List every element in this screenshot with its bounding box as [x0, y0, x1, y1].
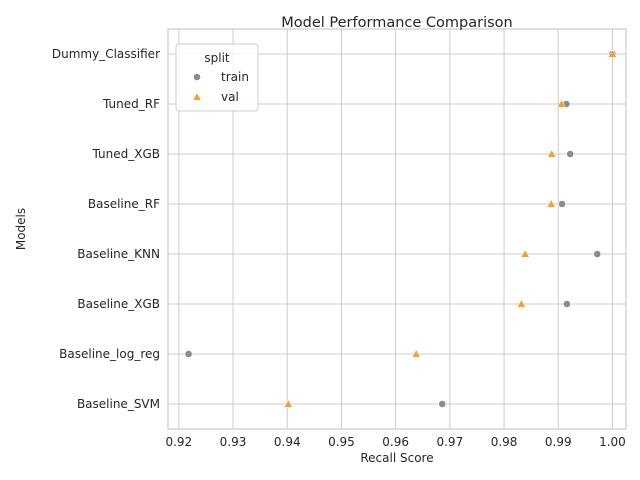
x-tick-label: 0.96 [382, 435, 409, 449]
y-tick-label: Baseline_RF [88, 197, 160, 211]
point-train-baseline-rf [558, 200, 566, 208]
y-tick-label: Tuned_XGB [92, 147, 160, 161]
x-tick-label: 0.98 [491, 435, 518, 449]
legend-marker-train [193, 73, 201, 81]
y-tick-label: Baseline_KNN [77, 247, 160, 261]
y-tick-label: Baseline_SVM [77, 397, 160, 411]
legend: split train val [175, 43, 259, 112]
point-val-baseline-xgb [516, 299, 527, 308]
y-tick-label: Tuned_RF [102, 97, 160, 111]
point-train-baseline-knn [593, 250, 602, 258]
legend-label-val: val [221, 90, 239, 104]
legend-title: split [204, 51, 230, 65]
x-tick-label: 0.97 [436, 435, 463, 449]
chart-title: Model Performance Comparison [281, 15, 512, 31]
x-tick-label: 0.92 [165, 435, 192, 449]
point-train-baseline-svm [438, 400, 447, 408]
point-val-baseline-knn [520, 249, 530, 258]
x-tick-label: 1.00 [599, 435, 626, 449]
legend-items: train val [192, 70, 249, 104]
x-tick-label: 0.99 [545, 435, 572, 449]
data-points [184, 49, 618, 408]
x-tick-label: 0.95 [328, 435, 355, 449]
point-val-tuned-xgb [547, 149, 557, 158]
legend-label-train: train [221, 70, 249, 84]
x-tick-labels: 0.92 0.93 0.94 0.95 0.96 0.97 0.98 0.99 1.00 [165, 435, 625, 449]
point-val-baseline-svm [283, 399, 293, 408]
point-val-dummy-classifier [607, 49, 618, 58]
point-train-baseline-log-reg [184, 350, 193, 358]
y-tick-labels: Dummy_Classifier Tuned_RF Tuned_XGB Baselin… [52, 47, 160, 411]
y-axis-label: Models [14, 208, 28, 250]
x-tick-label: 0.93 [220, 435, 247, 449]
x-axis-label: Recall Score [360, 451, 433, 465]
point-val-baseline-rf [546, 199, 556, 208]
y-tick-label: Dummy_Classifier [52, 47, 160, 61]
y-tick-label: Baseline_log_reg [59, 347, 160, 361]
point-train-baseline-xgb [563, 300, 571, 308]
point-train-tuned-xgb [566, 150, 575, 158]
point-val-baseline-log-reg [411, 349, 421, 358]
y-tick-label: Baseline_XGB [77, 297, 160, 311]
point-val-tuned-rf [556, 99, 567, 108]
x-tick-label: 0.94 [274, 435, 301, 449]
legend-marker-val [192, 92, 202, 101]
